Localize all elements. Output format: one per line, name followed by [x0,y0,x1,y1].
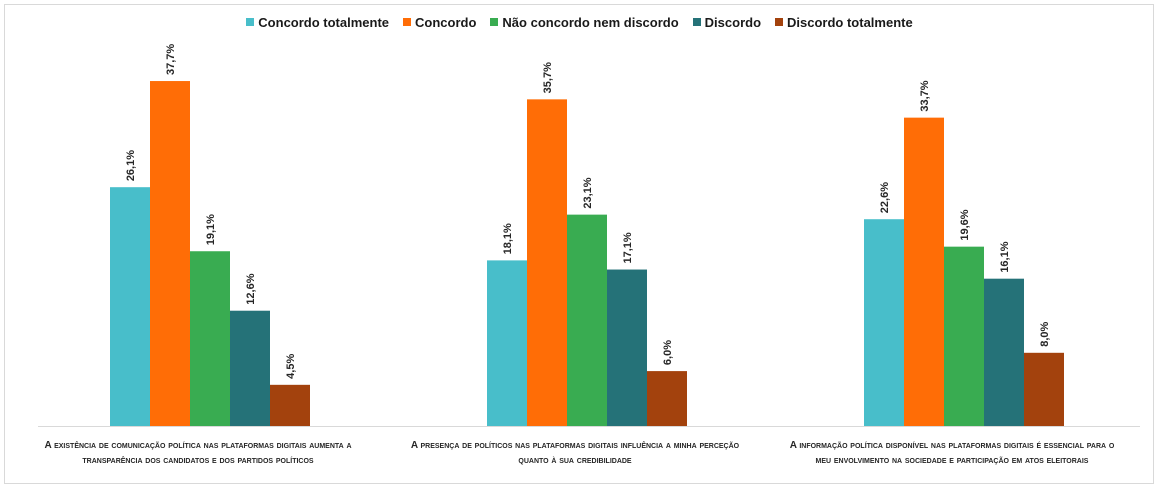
category-label-0: A existência de comunicação política nas… [44,440,352,466]
data-label-1-1: 35,7% [542,62,554,93]
bar-0-1 [150,81,190,427]
bar-2-4 [1024,352,1064,426]
bar-1-2 [567,214,607,426]
data-label-2-4: 8,0% [1039,322,1051,347]
data-label-0-2: 19,1% [205,214,217,245]
legend-swatch [692,18,701,26]
bar-0-0 [110,187,150,426]
bar-0-2 [190,251,230,426]
data-label-2-1: 33,7% [919,80,931,111]
legend-swatch [490,18,499,26]
category-label-2: A informação política disponível nas pla… [789,440,1115,466]
legend-label: Discordo [704,14,762,30]
bar-1-4 [647,371,687,426]
legend-item-discordo-totalmente: Discordo totalmente [775,15,913,30]
data-label-2-2: 19,6% [959,209,971,240]
legend-swatch [775,18,784,26]
data-label-1-2: 23,1% [582,177,594,208]
bar-1-3 [607,269,647,426]
bar-2-2 [944,246,984,426]
legend-swatch [246,18,255,26]
legend-item-concordo-totalmente: Concordo totalmente [246,15,389,30]
data-label-0-0: 26,1% [125,150,137,181]
data-label-1-4: 6,0% [662,340,674,365]
bar-1-0 [487,260,527,426]
data-label-0-1: 37,7% [165,44,177,75]
legend-label: Discordo totalmente [787,14,913,30]
legend-label: Concordo totalmente [258,14,390,30]
bar-2-0 [864,219,904,426]
legend-item-discordo: Discordo [692,14,762,30]
legend-item-concordo: Concordo [403,15,476,30]
category-label-1: A presença de políticos nas plataformas … [410,440,740,466]
bar-0-3 [230,310,270,426]
data-label-0-3: 12,6% [245,273,257,304]
bar-2-1 [904,117,944,427]
data-label-1-0: 18,1% [502,223,514,254]
data-label-1-3: 17,1% [622,232,634,263]
bar-0-4 [270,384,310,426]
legend-label: Não concordo nem discordo [502,14,679,30]
bar-1-1 [527,99,567,426]
data-label-0-4: 4,5% [285,354,297,379]
data-label-2-0: 22,6% [879,182,891,213]
bar-2-3 [984,278,1024,426]
legend-item-neutro: Não concordo nem discordo [490,14,679,30]
data-label-2-3: 16,1% [999,241,1011,272]
legend: Concordo totalmente Concordo Não concord… [0,12,1159,32]
legend-swatch [403,18,412,26]
legend-label: Concordo [415,14,477,30]
